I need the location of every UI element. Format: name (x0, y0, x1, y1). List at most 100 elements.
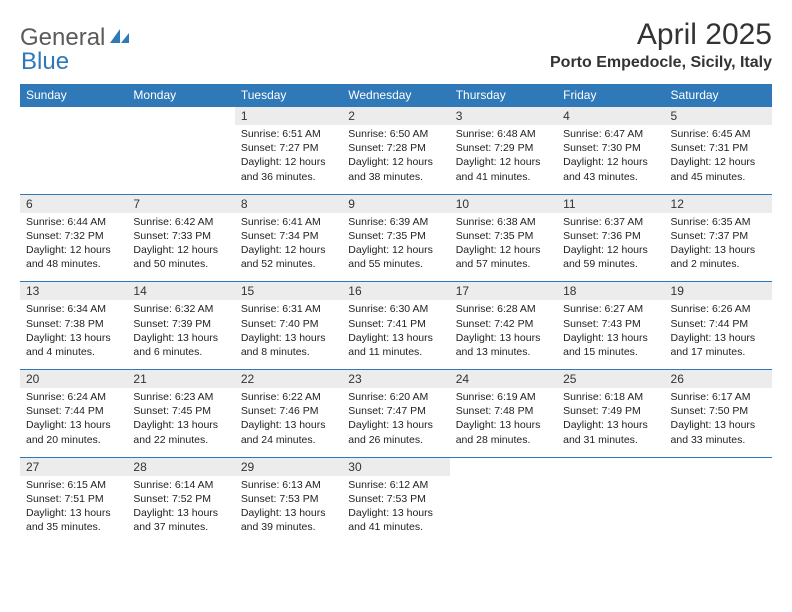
sunset-text: Sunset: 7:41 PM (348, 317, 443, 331)
sunset-text: Sunset: 7:53 PM (348, 492, 443, 506)
daylight-text-2: and 26 minutes. (348, 433, 443, 447)
sunrise-text: Sunrise: 6:31 AM (241, 302, 336, 316)
daylight-text-1: Daylight: 13 hours (563, 418, 658, 432)
calendar-table: SundayMondayTuesdayWednesdayThursdayFrid… (20, 84, 772, 544)
daylight-text-2: and 17 minutes. (671, 345, 766, 359)
sunset-text: Sunset: 7:35 PM (348, 229, 443, 243)
day-cell: 19Sunrise: 6:26 AMSunset: 7:44 PMDayligh… (665, 282, 772, 370)
day-number: 19 (665, 282, 772, 300)
daylight-text-1: Daylight: 13 hours (348, 506, 443, 520)
daylight-text-2: and 38 minutes. (348, 170, 443, 184)
day-header: Thursday (450, 84, 557, 107)
daylight-text-2: and 11 minutes. (348, 345, 443, 359)
daylight-text-1: Daylight: 13 hours (133, 418, 228, 432)
daylight-text-2: and 31 minutes. (563, 433, 658, 447)
sunset-text: Sunset: 7:37 PM (671, 229, 766, 243)
day-number: 17 (450, 282, 557, 300)
sunrise-text: Sunrise: 6:12 AM (348, 478, 443, 492)
day-header: Saturday (665, 84, 772, 107)
sunrise-text: Sunrise: 6:26 AM (671, 302, 766, 316)
sunset-text: Sunset: 7:42 PM (456, 317, 551, 331)
sunset-text: Sunset: 7:49 PM (563, 404, 658, 418)
sunset-text: Sunset: 7:44 PM (26, 404, 121, 418)
daylight-text-2: and 59 minutes. (563, 257, 658, 271)
day-number: 20 (20, 370, 127, 388)
sunset-text: Sunset: 7:31 PM (671, 141, 766, 155)
sunset-text: Sunset: 7:52 PM (133, 492, 228, 506)
day-header: Friday (557, 84, 664, 107)
day-cell: 26Sunrise: 6:17 AMSunset: 7:50 PMDayligh… (665, 370, 772, 458)
sunset-text: Sunset: 7:43 PM (563, 317, 658, 331)
daylight-text-1: Daylight: 12 hours (241, 243, 336, 257)
sunset-text: Sunset: 7:30 PM (563, 141, 658, 155)
day-number: 14 (127, 282, 234, 300)
sunrise-text: Sunrise: 6:42 AM (133, 215, 228, 229)
day-cell: 18Sunrise: 6:27 AMSunset: 7:43 PMDayligh… (557, 282, 664, 370)
day-cell: 4Sunrise: 6:47 AMSunset: 7:30 PMDaylight… (557, 107, 664, 195)
day-number: 18 (557, 282, 664, 300)
location: Porto Empedocle, Sicily, Italy (550, 54, 772, 72)
day-number: 2 (342, 107, 449, 125)
sunrise-text: Sunrise: 6:28 AM (456, 302, 551, 316)
sunrise-text: Sunrise: 6:13 AM (241, 478, 336, 492)
day-number: 27 (20, 458, 127, 476)
day-cell: 1Sunrise: 6:51 AMSunset: 7:27 PMDaylight… (235, 107, 342, 195)
daylight-text-2: and 52 minutes. (241, 257, 336, 271)
day-number: 6 (20, 195, 127, 213)
daylight-text-1: Daylight: 12 hours (671, 155, 766, 169)
day-content: Sunrise: 6:35 AMSunset: 7:37 PMDaylight:… (665, 213, 772, 282)
logo-text-blue: Blue (21, 48, 69, 75)
day-number: 23 (342, 370, 449, 388)
day-content: Sunrise: 6:37 AMSunset: 7:36 PMDaylight:… (557, 213, 664, 282)
day-cell: 6Sunrise: 6:44 AMSunset: 7:32 PMDaylight… (20, 194, 127, 282)
daylight-text-2: and 35 minutes. (26, 520, 121, 534)
day-content: Sunrise: 6:28 AMSunset: 7:42 PMDaylight:… (450, 300, 557, 369)
daylight-text-1: Daylight: 12 hours (348, 155, 443, 169)
day-content: Sunrise: 6:13 AMSunset: 7:53 PMDaylight:… (235, 476, 342, 545)
sunset-text: Sunset: 7:44 PM (671, 317, 766, 331)
daylight-text-1: Daylight: 12 hours (563, 243, 658, 257)
daylight-text-1: Daylight: 13 hours (241, 418, 336, 432)
daylight-text-2: and 6 minutes. (133, 345, 228, 359)
day-number: 11 (557, 195, 664, 213)
sunset-text: Sunset: 7:39 PM (133, 317, 228, 331)
day-content: Sunrise: 6:26 AMSunset: 7:44 PMDaylight:… (665, 300, 772, 369)
month-title: April 2025 (550, 18, 772, 52)
day-content: Sunrise: 6:50 AMSunset: 7:28 PMDaylight:… (342, 125, 449, 194)
day-cell: . (557, 457, 664, 544)
day-cell: 23Sunrise: 6:20 AMSunset: 7:47 PMDayligh… (342, 370, 449, 458)
day-cell: 22Sunrise: 6:22 AMSunset: 7:46 PMDayligh… (235, 370, 342, 458)
day-header: Wednesday (342, 84, 449, 107)
sunrise-text: Sunrise: 6:48 AM (456, 127, 551, 141)
daylight-text-1: Daylight: 13 hours (671, 331, 766, 345)
day-cell: 7Sunrise: 6:42 AMSunset: 7:33 PMDaylight… (127, 194, 234, 282)
daylight-text-1: Daylight: 12 hours (241, 155, 336, 169)
daylight-text-2: and 39 minutes. (241, 520, 336, 534)
day-number: 8 (235, 195, 342, 213)
sunrise-text: Sunrise: 6:45 AM (671, 127, 766, 141)
calendar-body: .. 1Sunrise: 6:51 AMSunset: 7:27 PMDaylig… (20, 107, 772, 545)
sunset-text: Sunset: 7:27 PM (241, 141, 336, 155)
daylight-text-1: Daylight: 13 hours (456, 331, 551, 345)
day-number: 29 (235, 458, 342, 476)
day-content: Sunrise: 6:38 AMSunset: 7:35 PMDaylight:… (450, 213, 557, 282)
day-cell: 10Sunrise: 6:38 AMSunset: 7:35 PMDayligh… (450, 194, 557, 282)
daylight-text-1: Daylight: 13 hours (348, 331, 443, 345)
day-cell: 27Sunrise: 6:15 AMSunset: 7:51 PMDayligh… (20, 457, 127, 544)
sunrise-text: Sunrise: 6:39 AM (348, 215, 443, 229)
daylight-text-1: Daylight: 13 hours (133, 331, 228, 345)
day-number: 4 (557, 107, 664, 125)
day-number: 10 (450, 195, 557, 213)
sunrise-text: Sunrise: 6:32 AM (133, 302, 228, 316)
day-content: Sunrise: 6:12 AMSunset: 7:53 PMDaylight:… (342, 476, 449, 545)
day-cell: 14 Sunrise: 6:32 AMSunset: 7:39 PMDayligh… (127, 282, 234, 370)
sunset-text: Sunset: 7:33 PM (133, 229, 228, 243)
daylight-text-1: Daylight: 13 hours (241, 506, 336, 520)
header: General April 2025 Porto Empedocle, Sici… (20, 18, 772, 72)
sunrise-text: Sunrise: 6:15 AM (26, 478, 121, 492)
sunset-text: Sunset: 7:46 PM (241, 404, 336, 418)
sunrise-text: Sunrise: 6:24 AM (26, 390, 121, 404)
daylight-text-1: Daylight: 12 hours (26, 243, 121, 257)
day-cell: . (20, 107, 127, 195)
sunset-text: Sunset: 7:36 PM (563, 229, 658, 243)
